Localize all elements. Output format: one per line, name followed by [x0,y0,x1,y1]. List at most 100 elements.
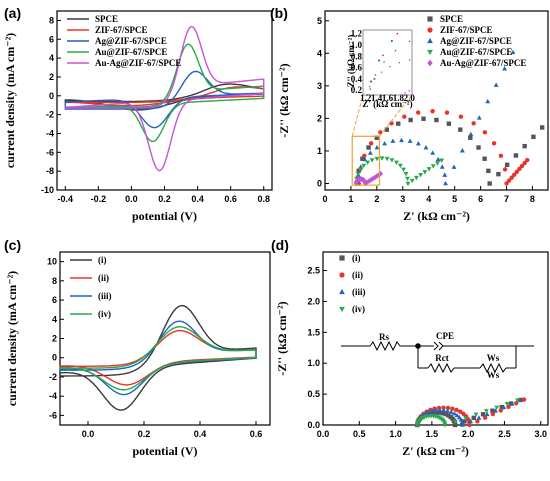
y-axis-label: -Z'' (kΩ cm⁻²) [275,301,289,375]
data-point [493,82,499,87]
data-point [430,150,436,155]
y-tick-label: 2.5 [307,266,320,276]
x-tick-label: 0.0 [125,194,138,204]
data-point [494,405,500,410]
data-point [426,167,432,172]
data-point [396,32,399,35]
data-point [452,419,458,425]
data-point [427,37,433,44]
data-point [382,54,384,57]
data-point [408,89,411,92]
data-point [427,49,433,56]
panel-label: (c) [4,237,21,253]
x-tick-label: 7 [504,194,509,204]
data-point [531,134,536,140]
data-point [339,306,345,313]
data-point [401,167,407,173]
data-point [454,407,459,413]
data-point [366,178,372,184]
data-point [504,402,510,407]
rs-resistor [369,340,401,352]
data-point [408,40,411,42]
data-point [451,164,457,169]
inset-y-tick-label: 0.8 [351,51,363,61]
x-tick-label: 0.8 [257,194,270,204]
x-tick-label: 0.6 [250,429,263,439]
panel-2: 0.0 0.2 0.4 0.6 -6 -4 -2 0 2 4 6 8 10 potential (V) cu… [4,237,271,458]
data-point [444,110,450,115]
circuit-label-ws: Ws [487,353,500,363]
data-point [374,135,379,140]
y-tick-label: -4 [46,128,54,138]
data-point [407,138,413,143]
x-axis-label: potential (V) [132,209,197,223]
panel-label: (b) [270,5,288,21]
data-point [388,66,391,68]
x-tick-label: 1 [348,194,353,204]
data-point [510,49,516,55]
x-tick-label: 0.4 [194,429,207,439]
data-point [369,87,372,90]
data-point [475,419,480,424]
legend-entry: (ii) [98,273,109,283]
y-tick-label: 4 [317,48,322,58]
x-tick-label: 6 [478,194,483,204]
x-axis-label: potential (V) [133,444,198,458]
data-point [394,160,399,166]
data-point [404,91,407,95]
y-tick-label: -6 [49,410,57,420]
data-point [482,130,488,135]
data-point [373,78,376,81]
data-point [367,150,373,155]
data-point [380,71,383,74]
data-point [473,412,479,418]
inset-y-tick-label: 0.4 [351,74,363,84]
data-point [514,169,520,174]
data-point [485,98,491,104]
inset-y-tick-label: 1.2 [351,29,363,39]
data-point [355,172,361,177]
panel-label: (d) [271,237,289,253]
data-point [439,158,445,163]
data-point [458,127,463,132]
y-tick-label: 1.5 [307,327,320,337]
y-axis-label: -Z'' (kΩ cm⁻²) [277,63,291,137]
y-tick-label: -4 [49,391,57,401]
data-point [374,144,380,150]
data-point [362,153,367,159]
y-tick-label: 0 [49,91,54,101]
x-axis-label: Z' (kΩ cm⁻²) [402,444,469,458]
x-tick-label: 0.5 [353,429,366,439]
data-point [493,408,498,413]
data-point [476,115,482,120]
data-point [405,176,410,182]
ws-element [479,362,507,374]
data-point [421,116,426,121]
data-point [490,411,496,417]
legend-entry: (iii) [98,291,112,301]
y-tick-label: -2 [46,110,54,120]
data-point [409,178,415,184]
data-point [522,143,527,149]
x-tick-label: 3 [400,194,405,204]
data-point [509,175,514,180]
x-tick-label: 0.2 [158,194,171,204]
data-point [458,409,463,414]
data-point [405,181,411,187]
legend-entry: ZIF-67/SPCE [440,25,493,35]
data-point [408,59,411,62]
data-point [379,156,385,161]
data-point [358,167,363,173]
y-tick-label: 2 [52,334,57,344]
cpe-element [433,341,439,351]
y-tick-label: 8 [49,15,54,25]
data-point [415,110,421,115]
data-point [439,164,445,169]
data-point [506,178,512,183]
data-point [504,181,509,186]
data-point [498,153,504,159]
data-point [434,410,439,415]
inset-y-tick-label: 0.6 [351,63,363,73]
data-point [389,158,395,163]
